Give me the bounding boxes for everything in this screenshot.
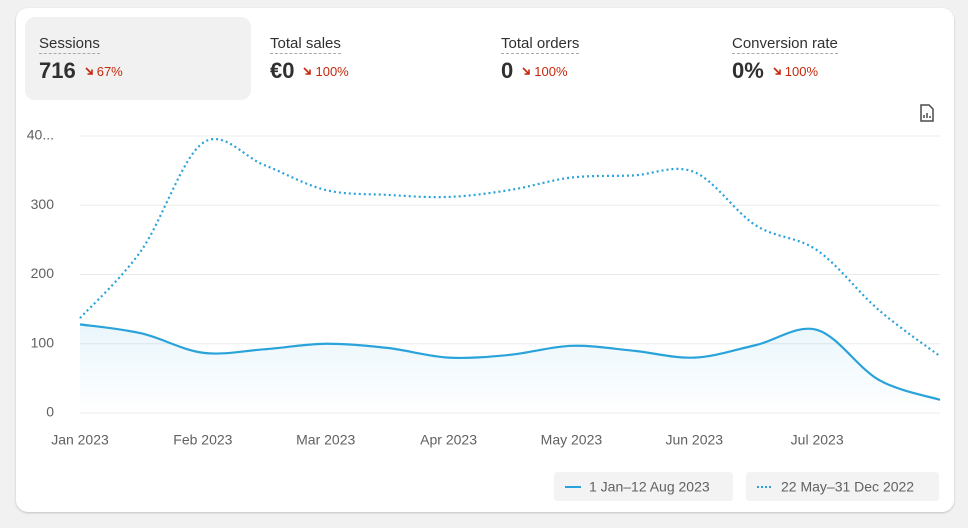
metric-change-value: 67% [96, 63, 123, 79]
metric-row: 716 67% [39, 58, 237, 84]
legend-label: 22 May–31 Dec 2022 [781, 479, 914, 495]
metric-value: €0 [270, 58, 295, 83]
metric-title: Sessions [39, 35, 100, 54]
down-arrow [522, 67, 531, 75]
legend-item[interactable] [554, 472, 733, 501]
metric-value: 0 [501, 58, 514, 83]
y-tick-label: 0 [46, 404, 54, 420]
metric-value: 0% [732, 58, 764, 83]
series-line [79, 323, 941, 401]
y-tick-label: 300 [31, 196, 55, 212]
metric-change: 100% [521, 63, 568, 79]
metric-change: 100% [772, 64, 818, 79]
x-tick-label: Jan 2023 [51, 432, 109, 448]
x-tick-label: May 2023 [541, 432, 603, 448]
metric-title: Conversion rate [732, 35, 838, 54]
metric-row: €0 100% [270, 58, 468, 84]
metric-tile[interactable]: Sessions 716 67% [25, 17, 251, 100]
y-tick-label: 40... [27, 127, 54, 143]
metric-tile[interactable]: Total sales €0 100% [256, 17, 482, 100]
legend-item[interactable] [746, 472, 939, 501]
down-arrow [303, 67, 312, 75]
metric-change: 67% [84, 64, 123, 79]
metric-row: 0 100% [501, 58, 699, 84]
metric-value: 716 [39, 58, 76, 83]
x-tick-label: Jun 2023 [665, 432, 723, 448]
down-arrow [773, 67, 781, 75]
metric-title: Total orders [501, 35, 580, 54]
x-tick-label: Mar 2023 [296, 432, 355, 448]
series-line [79, 137, 941, 358]
metric-title: Total sales [270, 35, 341, 54]
metric-change: 100% [302, 63, 349, 79]
metric-change-value: 100% [534, 63, 568, 79]
metric-change-value: 100% [315, 63, 349, 79]
x-tick-label: Jul 2023 [791, 432, 844, 448]
y-tick-label: 100 [31, 334, 55, 350]
down-arrow [85, 67, 93, 75]
export-icon[interactable] [920, 104, 934, 122]
metric-tile[interactable]: Conversion rate 0% 100% [718, 17, 944, 100]
y-tick-label: 200 [31, 265, 55, 281]
metric-tile[interactable]: Total orders 0 100% [487, 17, 713, 100]
card: Sessions 716 67% Total sales €0 100% Total ord… [16, 8, 954, 512]
legend-label: 1 Jan–12 Aug 2023 [589, 479, 710, 495]
area [80, 324, 940, 413]
metric-change-value: 100% [784, 63, 819, 79]
x-tick-label: Feb 2023 [173, 432, 232, 448]
metric-row: 0% 100% [732, 58, 930, 84]
x-tick-label: Apr 2023 [420, 432, 477, 448]
